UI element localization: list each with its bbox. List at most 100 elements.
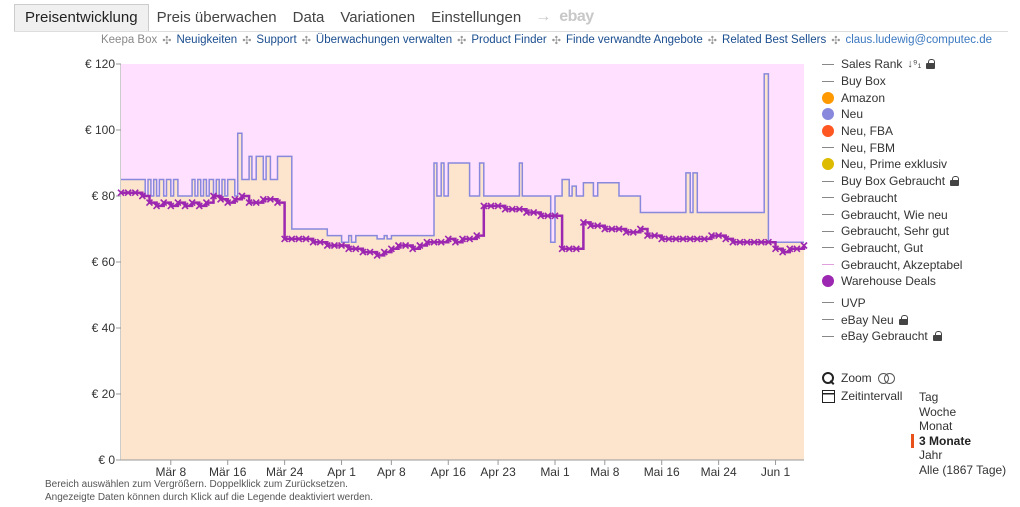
legend-item-ebay-neu[interactable]: eBay Neu: [822, 311, 1018, 328]
legend-item-neu-prime-exklusiv[interactable]: Neu, Prime exklusiv: [822, 156, 1018, 173]
warehouse-point: [437, 238, 445, 246]
interval-monat[interactable]: Monat: [919, 419, 953, 433]
legend-item-warehouse-deals[interactable]: Warehouse Deals: [822, 273, 1018, 290]
legend-item-buy-box[interactable]: Buy Box: [822, 73, 1018, 90]
tab-ebay-logo[interactable]: ebay: [559, 8, 594, 25]
warehouse-point: [729, 238, 737, 246]
warehouse-point: [565, 245, 573, 253]
x-tick-label: Mai 8: [590, 465, 620, 479]
warehouse-point: [373, 251, 381, 259]
interval-3-monate[interactable]: 3 Monate: [911, 433, 1006, 448]
warehouse-point: [572, 245, 580, 253]
warehouse-point: [480, 202, 488, 210]
warehouse-point: [224, 199, 232, 207]
tab-variationen[interactable]: Variationen: [340, 9, 416, 26]
legend-item-neu-fbm[interactable]: Neu, FBM: [822, 139, 1018, 156]
lock-icon: [926, 59, 936, 70]
legend-line-icon: [822, 80, 834, 82]
tab-preis-ueberwachen[interactable]: Preis überwachen: [156, 9, 277, 26]
legend-label: eBay Gebraucht: [841, 329, 928, 344]
interval-options: Tag Woche Monat 3 Monate Jahr Alle (1867…: [911, 390, 1007, 477]
x-tick-label: Mai 24: [701, 465, 737, 479]
plot-area[interactable]: [117, 64, 808, 461]
link-related-best-sellers[interactable]: Related Best Sellers: [722, 34, 827, 46]
warehouse-point: [345, 245, 353, 253]
x-axis: Mär 8 Mär 16 Mär 24 Apr 1 Apr 8 Apr 16 Apr 23 M…: [121, 459, 804, 479]
y-tick-label: € 120: [85, 57, 115, 71]
y-tick-label: € 100: [85, 123, 115, 137]
warehouse-point: [409, 245, 417, 253]
warehouse-point: [231, 195, 239, 203]
warehouse-point: [309, 238, 317, 246]
link-support[interactable]: Support: [256, 34, 297, 46]
warehouse-point: [793, 245, 801, 253]
zoom-control[interactable]: Zoom: [822, 369, 902, 387]
legend-item-neu[interactable]: Neu: [822, 106, 1018, 123]
warehouse-point: [594, 222, 602, 230]
x-tick-label: Mär 24: [266, 465, 304, 479]
interval-woche[interactable]: Woche: [919, 404, 957, 419]
legend-item-gebraucht[interactable]: Gebraucht: [822, 190, 1018, 207]
legend-item-buy-box-gebraucht[interactable]: Buy Box Gebraucht: [822, 173, 1018, 190]
legend-item-sales-rank[interactable]: Sales Rank ↓⁹₁: [822, 56, 1018, 73]
warehouse-point: [295, 235, 303, 243]
help-line-legend: Angezeigte Daten können durch Klick auf …: [45, 491, 373, 503]
tab-einstellungen[interactable]: Einstellungen: [431, 9, 522, 26]
legend-label: Buy Box: [841, 74, 886, 89]
warehouse-point: [330, 241, 339, 250]
legend-item-gebraucht-gut[interactable]: Gebraucht, Gut: [822, 240, 1018, 257]
x-tick-label: Jun 1: [761, 465, 791, 479]
interval-tag[interactable]: Tag: [919, 390, 939, 404]
sort-icon[interactable]: ↓⁹₁: [907, 58, 922, 71]
legend-item-amazon[interactable]: Amazon: [822, 89, 1018, 106]
warehouse-point: [693, 235, 701, 243]
warehouse-point: [402, 241, 410, 250]
tab-data[interactable]: Data: [292, 9, 325, 26]
price-history-chart[interactable]: € 0 € 20 € 40 € 60 € 80 € 100 € 120 Mär 8 Mär 1…: [0, 52, 812, 480]
legend-label: Gebraucht, Wie neu: [841, 207, 948, 222]
warehouse-point: [558, 245, 566, 253]
legend-item-gebraucht-akzeptabel[interactable]: Gebraucht, Akzeptabel: [822, 256, 1018, 273]
warehouse-point: [153, 202, 161, 210]
chart-legend: Sales Rank ↓⁹₁ Buy Box Amazon Neu Neu, FBA Neu…: [822, 56, 1018, 345]
warehouse-point: [458, 235, 467, 243]
legend-item-gebraucht-sehr-gut[interactable]: Gebraucht, Sehr gut: [822, 223, 1018, 240]
zoom-toggle-icon[interactable]: [877, 373, 896, 384]
link-verwandte-angebote[interactable]: Finde verwandte Angebote: [565, 34, 703, 46]
warehouse-point: [423, 238, 431, 246]
interval-label: Zeitintervall: [841, 389, 903, 403]
interval-jahr[interactable]: Jahr: [919, 448, 943, 462]
link-neuigkeiten[interactable]: Neuigkeiten: [176, 34, 238, 46]
legend-item-gebraucht-wie-neu[interactable]: Gebraucht, Wie neu: [822, 206, 1018, 223]
warehouse-point: [160, 199, 168, 207]
legend-dot-icon: [822, 275, 834, 288]
interval-alle[interactable]: Alle (1867 Tage): [919, 462, 1007, 477]
y-axis: € 0 € 20 € 40 € 60 € 80 € 100 € 120: [85, 57, 122, 467]
warehouse-point: [380, 248, 388, 256]
legend-item-neu-fba[interactable]: Neu, FBA: [822, 123, 1018, 140]
x-tick-label: Apr 23: [480, 465, 516, 479]
legend-line-icon: [822, 197, 834, 199]
legend-label: Gebraucht: [841, 190, 898, 205]
warehouse-point: [636, 225, 644, 233]
calendar-icon: [822, 389, 835, 403]
legend-item-ebay-gebraucht[interactable]: eBay Gebraucht: [822, 328, 1018, 345]
warehouse-point: [394, 241, 403, 250]
search-icon: [822, 371, 835, 385]
tab-preisentwicklung[interactable]: Preisentwicklung: [14, 4, 149, 31]
link-product-finder[interactable]: Product Finder: [471, 34, 547, 46]
legend-line-icon: [822, 302, 834, 304]
warehouse-point: [515, 205, 523, 213]
user-email-link[interactable]: claus.ludewig@computec.de: [845, 34, 992, 46]
warehouse-point: [451, 238, 459, 246]
separator-icon: ✣: [551, 34, 561, 47]
warehouse-point: [736, 238, 744, 246]
legend-item-uvp[interactable]: UVP: [822, 295, 1018, 312]
separator-icon: ✣: [457, 34, 467, 47]
arrow-right-icon: →: [535, 8, 552, 25]
warehouse-point: [672, 235, 680, 243]
link-ueberwachungen-verwalten[interactable]: Überwachungen verwalten: [315, 34, 453, 46]
warehouse-point: [629, 228, 637, 236]
warehouse-point: [508, 205, 516, 213]
legend-label: UVP: [841, 295, 866, 310]
